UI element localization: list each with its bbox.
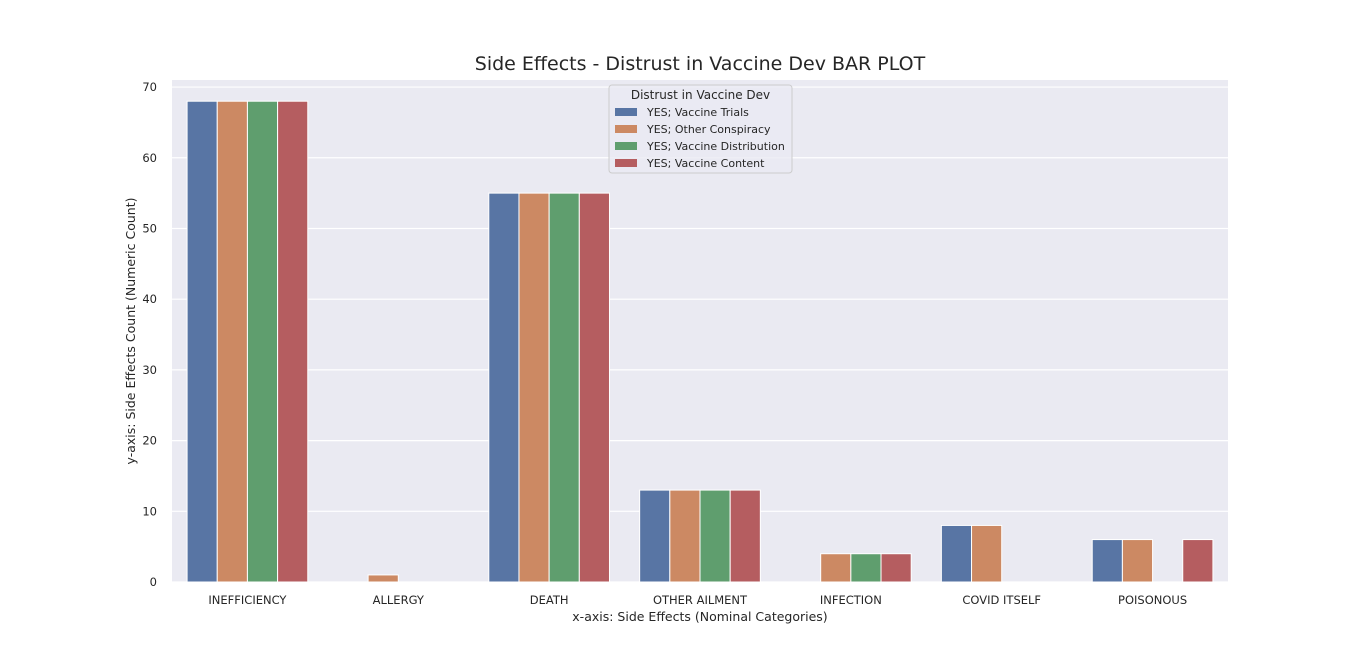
- y-tick-labels: 0 10 20 30 40 50 60 70: [142, 80, 157, 589]
- bar: [880, 553, 912, 583]
- x-tick-label: INFECTION: [820, 593, 882, 607]
- legend-swatch: [615, 125, 637, 133]
- x-tick-label: COVID ITSELF: [962, 593, 1041, 607]
- x-tick-label: ALLERGY: [373, 593, 425, 607]
- bar: [518, 192, 550, 583]
- bar: [186, 100, 218, 583]
- bar: [1091, 539, 1123, 583]
- legend-items: YES; Vaccine Trials YES; Other Conspiracy…: [615, 106, 785, 170]
- y-tick-label: 20: [142, 434, 157, 448]
- legend-title: Distrust in Vaccine Dev: [631, 88, 770, 102]
- bar: [246, 100, 279, 583]
- x-tick-label: OTHER AILMENT: [653, 593, 748, 607]
- y-tick-label: 60: [142, 151, 157, 165]
- y-axis-label: y-axis: Side Effects Count (Numeric Coun…: [123, 198, 138, 465]
- bar: [578, 192, 610, 583]
- y-tick-label: 0: [150, 575, 157, 589]
- y-tick-label: 70: [142, 80, 157, 94]
- chart-title: Side Effects - Distrust in Vaccine Dev B…: [475, 53, 926, 75]
- bar: [277, 100, 309, 583]
- y-tick-label: 30: [142, 363, 157, 377]
- legend-swatch: [615, 142, 637, 150]
- bar: [367, 574, 399, 583]
- y-tick-label: 10: [142, 504, 157, 518]
- bar: [940, 524, 973, 583]
- x-tick-label: POISONOUS: [1118, 593, 1187, 607]
- x-tick-label: DEATH: [530, 593, 569, 607]
- bar: [548, 192, 580, 583]
- legend-label: YES; Other Conspiracy: [646, 123, 771, 136]
- bar: [669, 489, 701, 583]
- x-axis-label: x-axis: Side Effects (Nominal Categories…: [572, 609, 827, 624]
- y-tick-label: 50: [142, 221, 157, 235]
- bar: [850, 553, 882, 583]
- legend-box: [608, 84, 793, 174]
- bar: [971, 524, 1003, 583]
- legend: Distrust in Vaccine Dev YES; Vaccine Tri…: [608, 84, 793, 174]
- bar: [1182, 539, 1214, 583]
- bars: [186, 100, 1214, 583]
- bar: [820, 553, 852, 583]
- bar: [729, 489, 761, 583]
- x-tick-label: INEFFICIENCY: [208, 593, 287, 607]
- legend-label: YES; Vaccine Content: [646, 157, 765, 170]
- legend-label: YES; Vaccine Distribution: [646, 140, 785, 153]
- y-tick-label: 40: [142, 292, 157, 306]
- bar: [488, 192, 520, 583]
- bar: [699, 489, 731, 583]
- legend-swatch: [615, 108, 637, 116]
- bar: [639, 489, 671, 583]
- legend-swatch: [615, 159, 637, 167]
- x-tick-labels: INEFFICIENCY ALLERGY DEATH OTHER AILMENT INF…: [208, 593, 1187, 607]
- legend-label: YES; Vaccine Trials: [646, 106, 749, 119]
- bar: [216, 100, 248, 583]
- bar: [1121, 539, 1154, 583]
